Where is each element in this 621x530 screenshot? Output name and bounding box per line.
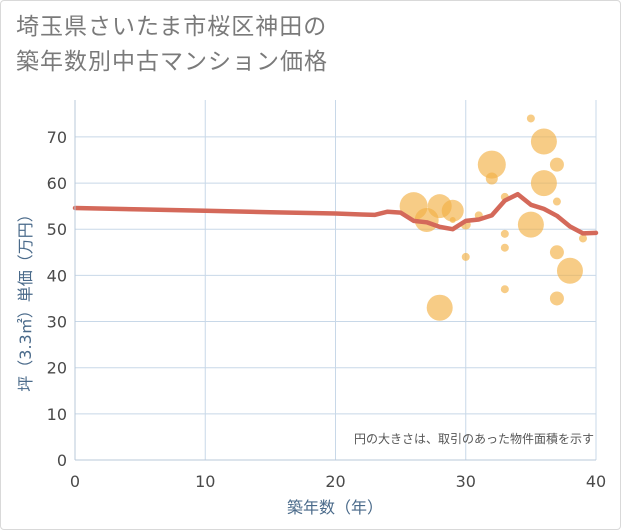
data-bubble <box>549 157 564 172</box>
x-tick-label: 0 <box>70 472 80 491</box>
y-axis-label: 坪（3.3㎡）単価（万円） <box>16 206 35 391</box>
data-bubble <box>556 257 583 284</box>
data-bubble <box>530 128 557 155</box>
y-tick-label: 60 <box>47 174 67 193</box>
chart-title-line2: 築年数別中古マンション価格 <box>16 49 328 75</box>
data-bubble <box>552 197 561 206</box>
y-tick-label: 50 <box>47 220 67 239</box>
line-layer <box>72 191 599 236</box>
data-bubble <box>500 243 509 252</box>
data-bubble <box>500 285 509 294</box>
data-bubble <box>578 234 587 243</box>
series-line <box>72 191 599 236</box>
data-bubble <box>526 114 535 123</box>
data-bubble <box>461 252 470 261</box>
data-bubble <box>530 170 557 197</box>
chart-title: 埼玉県さいたま市桜区神田の 築年数別中古マンション価格 <box>16 10 328 80</box>
bubble-size-note: 円の大きさは、取引のあった物件面積を示す <box>354 431 594 446</box>
data-bubble <box>485 172 498 185</box>
y-tick-label: 70 <box>47 128 67 147</box>
chart-title-line1: 埼玉県さいたま市桜区神田の <box>16 14 328 40</box>
y-tick-label: 0 <box>57 451 67 470</box>
x-tick-label: 30 <box>456 472 476 491</box>
chart-grid <box>74 100 597 461</box>
data-bubble <box>426 294 453 321</box>
x-tick-label: 10 <box>195 472 215 491</box>
data-bubble <box>500 229 509 238</box>
data-bubble <box>517 211 544 238</box>
x-tick-label: 20 <box>325 472 345 491</box>
data-bubble <box>549 245 564 260</box>
data-bubble <box>549 291 564 306</box>
bubble-layer <box>399 114 587 321</box>
y-tick-label: 20 <box>47 359 67 378</box>
y-tick-label: 40 <box>47 266 67 285</box>
x-tick-label: 40 <box>586 472 606 491</box>
x-axis-label: 築年数（年） <box>287 498 383 517</box>
data-bubble <box>441 199 464 222</box>
data-bubble <box>477 150 506 179</box>
axis-layer: 0 10 20 30 40 0 10 20 30 40 50 60 70 <box>47 100 606 491</box>
y-tick-label: 30 <box>47 313 67 332</box>
y-tick-label: 10 <box>47 405 67 424</box>
